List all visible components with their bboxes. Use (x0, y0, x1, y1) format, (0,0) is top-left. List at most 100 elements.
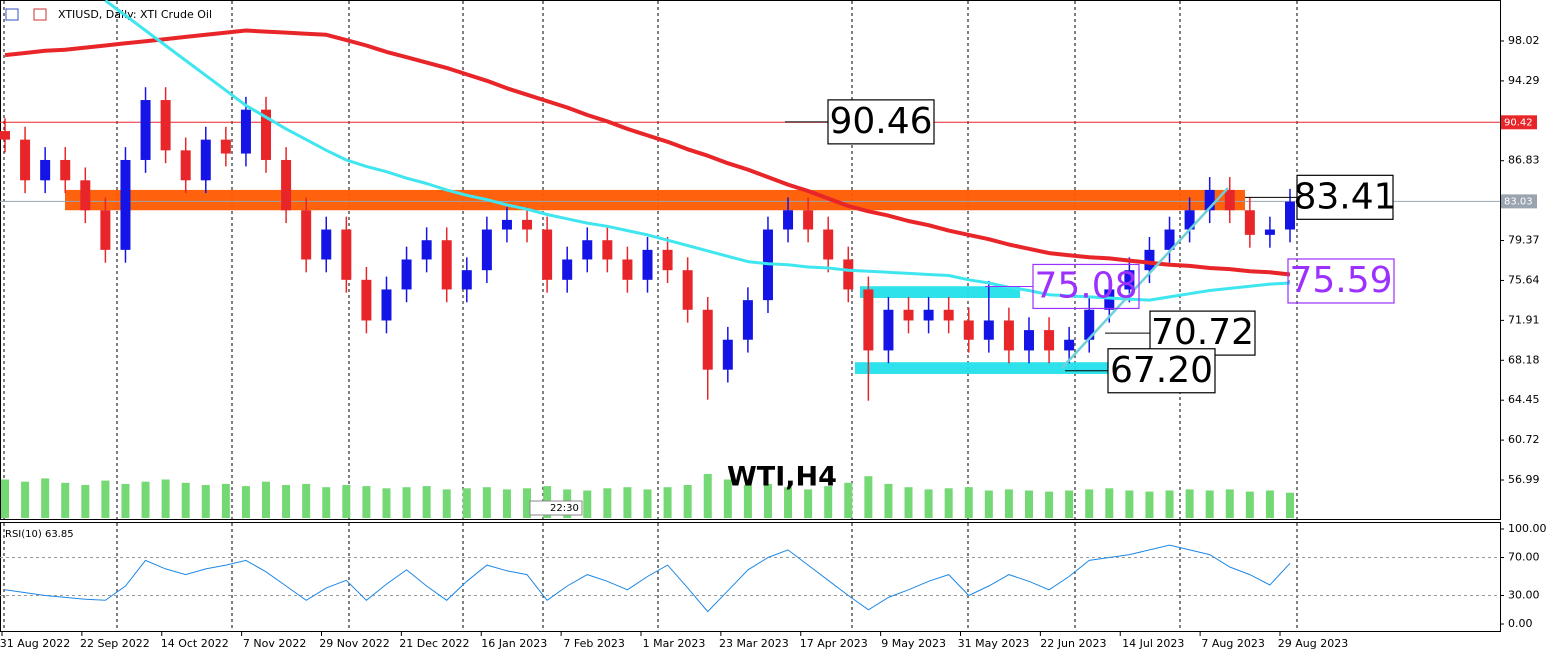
annotation-label: 83.41 (1293, 176, 1396, 217)
annotation-label: 75.59 (1289, 260, 1392, 301)
candle-body (140, 100, 151, 160)
volume-bar (21, 481, 30, 518)
rsi-line (4, 544, 1291, 613)
candle-body (702, 309, 713, 370)
volume-bar (302, 483, 311, 518)
candle-body (361, 279, 372, 321)
candle-body (662, 249, 673, 271)
volume-bar (603, 488, 612, 518)
hline-price-box (1501, 115, 1537, 130)
candle-body (1044, 330, 1055, 351)
icon[interactable] (33, 8, 47, 21)
x-tick-label: 23 Mar 2023 (719, 637, 789, 650)
volume-bar (683, 485, 692, 518)
volume-bar (1065, 490, 1074, 518)
candle-body (381, 289, 392, 321)
volume-bar (844, 482, 853, 518)
volume-bar (824, 486, 833, 518)
volume-bar (1286, 492, 1294, 518)
x-tick-label: 7 Aug 2023 (1201, 637, 1264, 650)
candle-body (220, 139, 231, 154)
candle-body (1064, 339, 1075, 351)
x-tick-label: 17 Apr 2023 (800, 637, 868, 650)
candle-body (622, 259, 633, 280)
volume-bar (502, 489, 511, 518)
candle-body (1164, 229, 1175, 250)
volume-bar (723, 479, 732, 518)
icon[interactable] (5, 8, 19, 21)
annotation-box (1296, 174, 1394, 220)
rsi-tick-label: 0.00 (1508, 617, 1533, 630)
candle-body (0, 131, 10, 140)
candle-body (160, 100, 171, 151)
candle-body (461, 270, 472, 290)
volume-bar (763, 483, 772, 518)
candle-body (682, 270, 693, 310)
volume-bar (61, 482, 70, 518)
volume-bar (884, 483, 893, 518)
y-tick-label: 98.02 (1508, 34, 1540, 47)
annotation-box (1149, 310, 1256, 356)
volume-bar (241, 486, 250, 518)
y-tick-label: 56.99 (1508, 473, 1540, 486)
candle-body (1104, 289, 1115, 310)
time-tag: 22:30 (550, 503, 579, 514)
volume-bar (1225, 489, 1234, 518)
candle-body (843, 259, 854, 290)
candle-body (1144, 249, 1155, 271)
volume-bar (1045, 491, 1054, 518)
x-tick-label: 14 Oct 2022 (161, 637, 229, 650)
x-tick-label: 29 Nov 2022 (319, 637, 389, 650)
annotation-label: 75.08 (1034, 265, 1137, 306)
x-tick-label: 22 Jun 2023 (1040, 637, 1106, 650)
y-tick-label: 94.29 (1508, 74, 1540, 87)
x-tick-label: 7 Nov 2022 (243, 637, 306, 650)
candle-body (1023, 330, 1034, 351)
candle-body (120, 159, 131, 250)
candle-body (281, 159, 292, 211)
x-tick-label: 31 Aug 2022 (0, 637, 70, 650)
x-tick-label: 29 Aug 2023 (1278, 637, 1348, 650)
volume-bar (482, 487, 491, 518)
candle-body (401, 259, 412, 290)
y-tick-label: 79.37 (1508, 234, 1540, 247)
candle-body (602, 240, 613, 260)
y-tick-label: 60.72 (1508, 433, 1540, 446)
volume-bar (743, 485, 752, 518)
candle-body (522, 219, 533, 230)
volume-bar (101, 480, 110, 518)
annotation-label: 70.72 (1151, 312, 1254, 353)
rsi-tick-label: 70.00 (1508, 551, 1540, 564)
volume-bar (161, 479, 170, 518)
main-panel-frame (0, 0, 1501, 520)
price-zone (860, 286, 1020, 299)
volume-bar (1165, 490, 1174, 518)
time-tag-box (529, 500, 583, 516)
candle-body (481, 229, 492, 271)
candle-body (943, 309, 954, 321)
moving-average (4, 28, 1291, 277)
candle-body (321, 229, 332, 260)
y-tick-label: 86.83 (1508, 154, 1540, 167)
candle-body (642, 249, 653, 280)
volume-bar (944, 488, 953, 518)
candle-body (742, 300, 753, 340)
volume-bar (442, 489, 451, 518)
volume-bar (1145, 491, 1154, 518)
volume-bar (864, 476, 873, 518)
y-tick-label: 71.91 (1508, 313, 1540, 326)
annotation-box (1032, 263, 1140, 310)
candle-body (923, 309, 934, 321)
x-tick-label: 31 May 2023 (958, 637, 1030, 650)
candle-body (200, 139, 211, 181)
hline-price-label: 90.42 (1504, 117, 1533, 128)
trend-line (1061, 187, 1229, 369)
volume-bar (41, 478, 50, 518)
last-price-label: 83.03 (1504, 196, 1533, 207)
volume-bar (583, 490, 592, 518)
volume-bar (804, 489, 813, 518)
candle-body (823, 229, 834, 260)
x-tick-label: 14 Jul 2023 (1122, 637, 1184, 650)
x-tick-label: 22 Sep 2022 (80, 637, 150, 650)
